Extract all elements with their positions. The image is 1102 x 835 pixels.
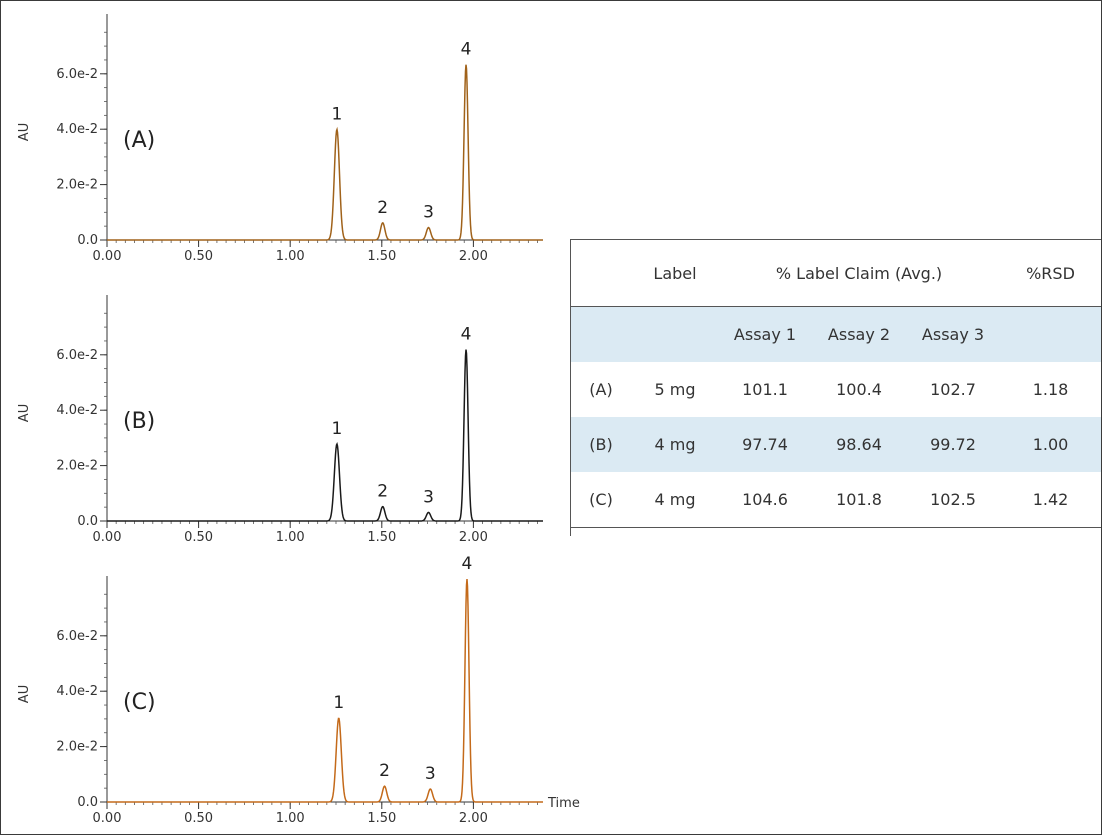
y-axis-title: AU xyxy=(17,404,32,422)
table-cell: 98.64 xyxy=(812,417,906,472)
table-cell: 101.8 xyxy=(812,472,906,528)
x-tick-label: 2.00 xyxy=(459,530,488,545)
table-cell: 99.72 xyxy=(906,417,1000,472)
x-tick-label: 1.50 xyxy=(367,530,396,545)
peak-label: 3 xyxy=(423,203,434,223)
x-tick-label: 1.50 xyxy=(367,249,396,264)
x-tick-label: 1.00 xyxy=(276,530,305,545)
peak-label: 2 xyxy=(377,482,388,502)
panel-label: (C) xyxy=(123,690,156,715)
x-tick-label: 1.50 xyxy=(367,811,396,826)
x-tick-label: 1.00 xyxy=(276,249,305,264)
x-tick-label: 0.00 xyxy=(93,249,122,264)
x-tick-label: 2.00 xyxy=(459,249,488,264)
table-cell: 100.4 xyxy=(836,380,882,399)
y-tick-label: 2.0e-2 xyxy=(56,459,98,474)
panel-label: (B) xyxy=(123,409,155,434)
table-cell: 102.5 xyxy=(906,472,1000,528)
table-left-border xyxy=(570,239,571,536)
header-cell-label-claim: % Label Claim (Avg.) xyxy=(718,239,1000,307)
subheader-empty xyxy=(632,306,718,362)
peak-label: 1 xyxy=(331,419,342,439)
y-tick-label: 0.0 xyxy=(77,233,98,248)
table-cell: 1.42 xyxy=(1000,472,1101,528)
assay-results-table: Label % Label Claim (Avg.) %RSD Assay 1 … xyxy=(570,239,1101,536)
table-row: (B) 4 mg 97.74 98.64 99.72 1.00 xyxy=(570,417,1101,472)
table-cell: 5 mg xyxy=(654,380,696,399)
x-tick-label: 0.50 xyxy=(184,249,213,264)
peak-label: 4 xyxy=(461,325,472,345)
table-cell: 101.1 xyxy=(742,380,788,399)
peak-label: 4 xyxy=(461,40,472,60)
table-cell: 4 mg xyxy=(632,417,718,472)
x-tick-label: 0.00 xyxy=(93,811,122,826)
peak-label: 1 xyxy=(333,693,344,713)
panel-label: (A) xyxy=(123,128,155,153)
y-tick-label: 0.0 xyxy=(77,795,98,810)
subheader-empty xyxy=(1000,306,1101,362)
chromatogram-panel: 0.00 0.50 1.00 1.50 2.00 0.0 2.0e-2 4.0e-2 6.0e-… xyxy=(17,554,580,826)
peak-label: 3 xyxy=(423,487,434,507)
header-cell-rsd: %RSD xyxy=(1000,239,1101,307)
header-cell-sample xyxy=(570,239,632,307)
peak-label: 4 xyxy=(462,554,473,574)
y-tick-label: 4.0e-2 xyxy=(56,403,98,418)
table-cell: 4 mg xyxy=(632,472,718,528)
y-tick-label: 6.0e-2 xyxy=(56,67,98,82)
subheader-assay-3: Assay 3 xyxy=(906,306,1000,362)
table-header-row: Label % Label Claim (Avg.) %RSD xyxy=(570,239,1101,307)
table-row: (C) 4 mg 104.6 101.8 102.5 1.42 xyxy=(570,472,1101,528)
table-cell: 1.18 xyxy=(1032,380,1069,399)
y-axis-title: AU xyxy=(17,685,32,703)
y-tick-label: 4.0e-2 xyxy=(56,122,98,137)
subheader-empty xyxy=(570,306,632,362)
y-axis-title: AU xyxy=(17,123,32,141)
peak-label: 2 xyxy=(379,761,390,781)
y-tick-label: 4.0e-2 xyxy=(56,684,98,699)
subheader-assay-1: Assay 1 xyxy=(718,306,812,362)
assay-table: Label % Label Claim (Avg.) %RSD Assay 1 … xyxy=(570,239,1101,528)
subheader-assay-2: Assay 2 xyxy=(812,306,906,362)
table-subheader-row: Assay 1 Assay 2 Assay 3 xyxy=(570,306,1101,362)
chromatogram-panel: 0.00 0.50 1.00 1.50 2.00 0.0 2.0e-2 4.0e-2 6.0e-… xyxy=(17,14,543,264)
table-cell: 104.6 xyxy=(718,472,812,528)
y-tick-label: 6.0e-2 xyxy=(56,348,98,363)
chromatogram-panel: 0.00 0.50 1.00 1.50 2.00 0.0 2.0e-2 4.0e-2 6.0e-… xyxy=(17,295,543,545)
x-tick-label: 1.00 xyxy=(276,811,305,826)
peak-label: 1 xyxy=(331,104,342,124)
chromatogram-trace xyxy=(107,578,543,803)
peak-label: 3 xyxy=(425,764,436,784)
y-tick-label: 2.0e-2 xyxy=(56,178,98,193)
x-tick-label: 0.50 xyxy=(184,530,213,545)
chromatogram-trace xyxy=(107,64,543,241)
table-row: (A) 5 mg 101.1 100.4 102.7 1.18 xyxy=(570,362,1101,417)
y-tick-label: 0.0 xyxy=(77,514,98,529)
header-cell-label: Label xyxy=(632,239,718,307)
y-tick-label: 6.0e-2 xyxy=(56,629,98,644)
table-cell: 102.7 xyxy=(930,380,976,399)
x-axis-title: Time xyxy=(547,796,580,811)
table-cell: (C) xyxy=(570,472,632,528)
table-cell: (B) xyxy=(570,417,632,472)
peak-label: 2 xyxy=(377,198,388,218)
x-tick-label: 2.00 xyxy=(459,811,488,826)
x-tick-label: 0.00 xyxy=(93,530,122,545)
table-cell: (A) xyxy=(589,380,613,399)
x-tick-label: 0.50 xyxy=(184,811,213,826)
table-cell: 97.74 xyxy=(718,417,812,472)
table-cell: 1.00 xyxy=(1000,417,1101,472)
chromatogram-trace xyxy=(107,349,543,522)
y-tick-label: 2.0e-2 xyxy=(56,740,98,755)
